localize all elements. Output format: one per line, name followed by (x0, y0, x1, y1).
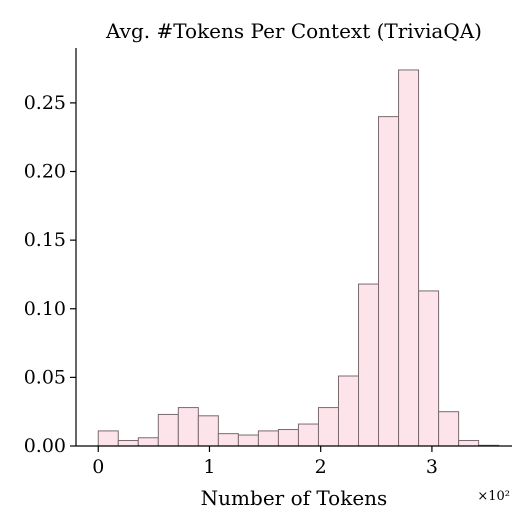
axes-group: 0 1 2 3 0.00 0.05 0.10 0.15 0.20 0.25 (24, 48, 512, 478)
histogram-bar (378, 116, 400, 447)
x-axis-label: Number of Tokens (201, 486, 388, 510)
histogram-bar (137, 437, 159, 447)
histogram-bar (217, 433, 239, 447)
histogram-bar (297, 423, 319, 447)
x-tick-label: 0 (92, 456, 104, 478)
histogram-bar (97, 430, 119, 447)
y-tick-label: 0.05 (24, 366, 66, 388)
x-axis-multiplier: ×10² (477, 489, 510, 504)
y-tick-label: 0.00 (24, 435, 66, 457)
x-tick-label: 1 (203, 456, 215, 478)
y-tick-label: 0.20 (24, 161, 66, 183)
histogram-bar (277, 429, 299, 447)
histogram-bar (117, 440, 139, 447)
histogram-bar (197, 415, 219, 447)
histogram-bar (257, 430, 279, 447)
histogram-bar (317, 407, 339, 447)
histogram-bar (337, 375, 360, 447)
histogram-bar (398, 69, 420, 447)
x-tick-label: 2 (315, 456, 327, 478)
histogram-bar (418, 290, 440, 447)
bars-group (97, 69, 500, 447)
chart-title: Avg. #Tokens Per Context (TriviaQA) (105, 19, 482, 43)
histogram-bar (177, 407, 199, 447)
y-tick-label: 0.15 (24, 229, 66, 251)
histogram-bar (157, 413, 179, 447)
x-tick-label: 3 (426, 456, 438, 478)
histogram-bar (438, 411, 460, 447)
histogram-bar (237, 434, 259, 447)
y-tick-label: 0.25 (24, 92, 66, 114)
y-tick-label: 0.10 (24, 298, 66, 320)
histogram-bar (358, 283, 380, 447)
histogram-bar (458, 440, 480, 447)
